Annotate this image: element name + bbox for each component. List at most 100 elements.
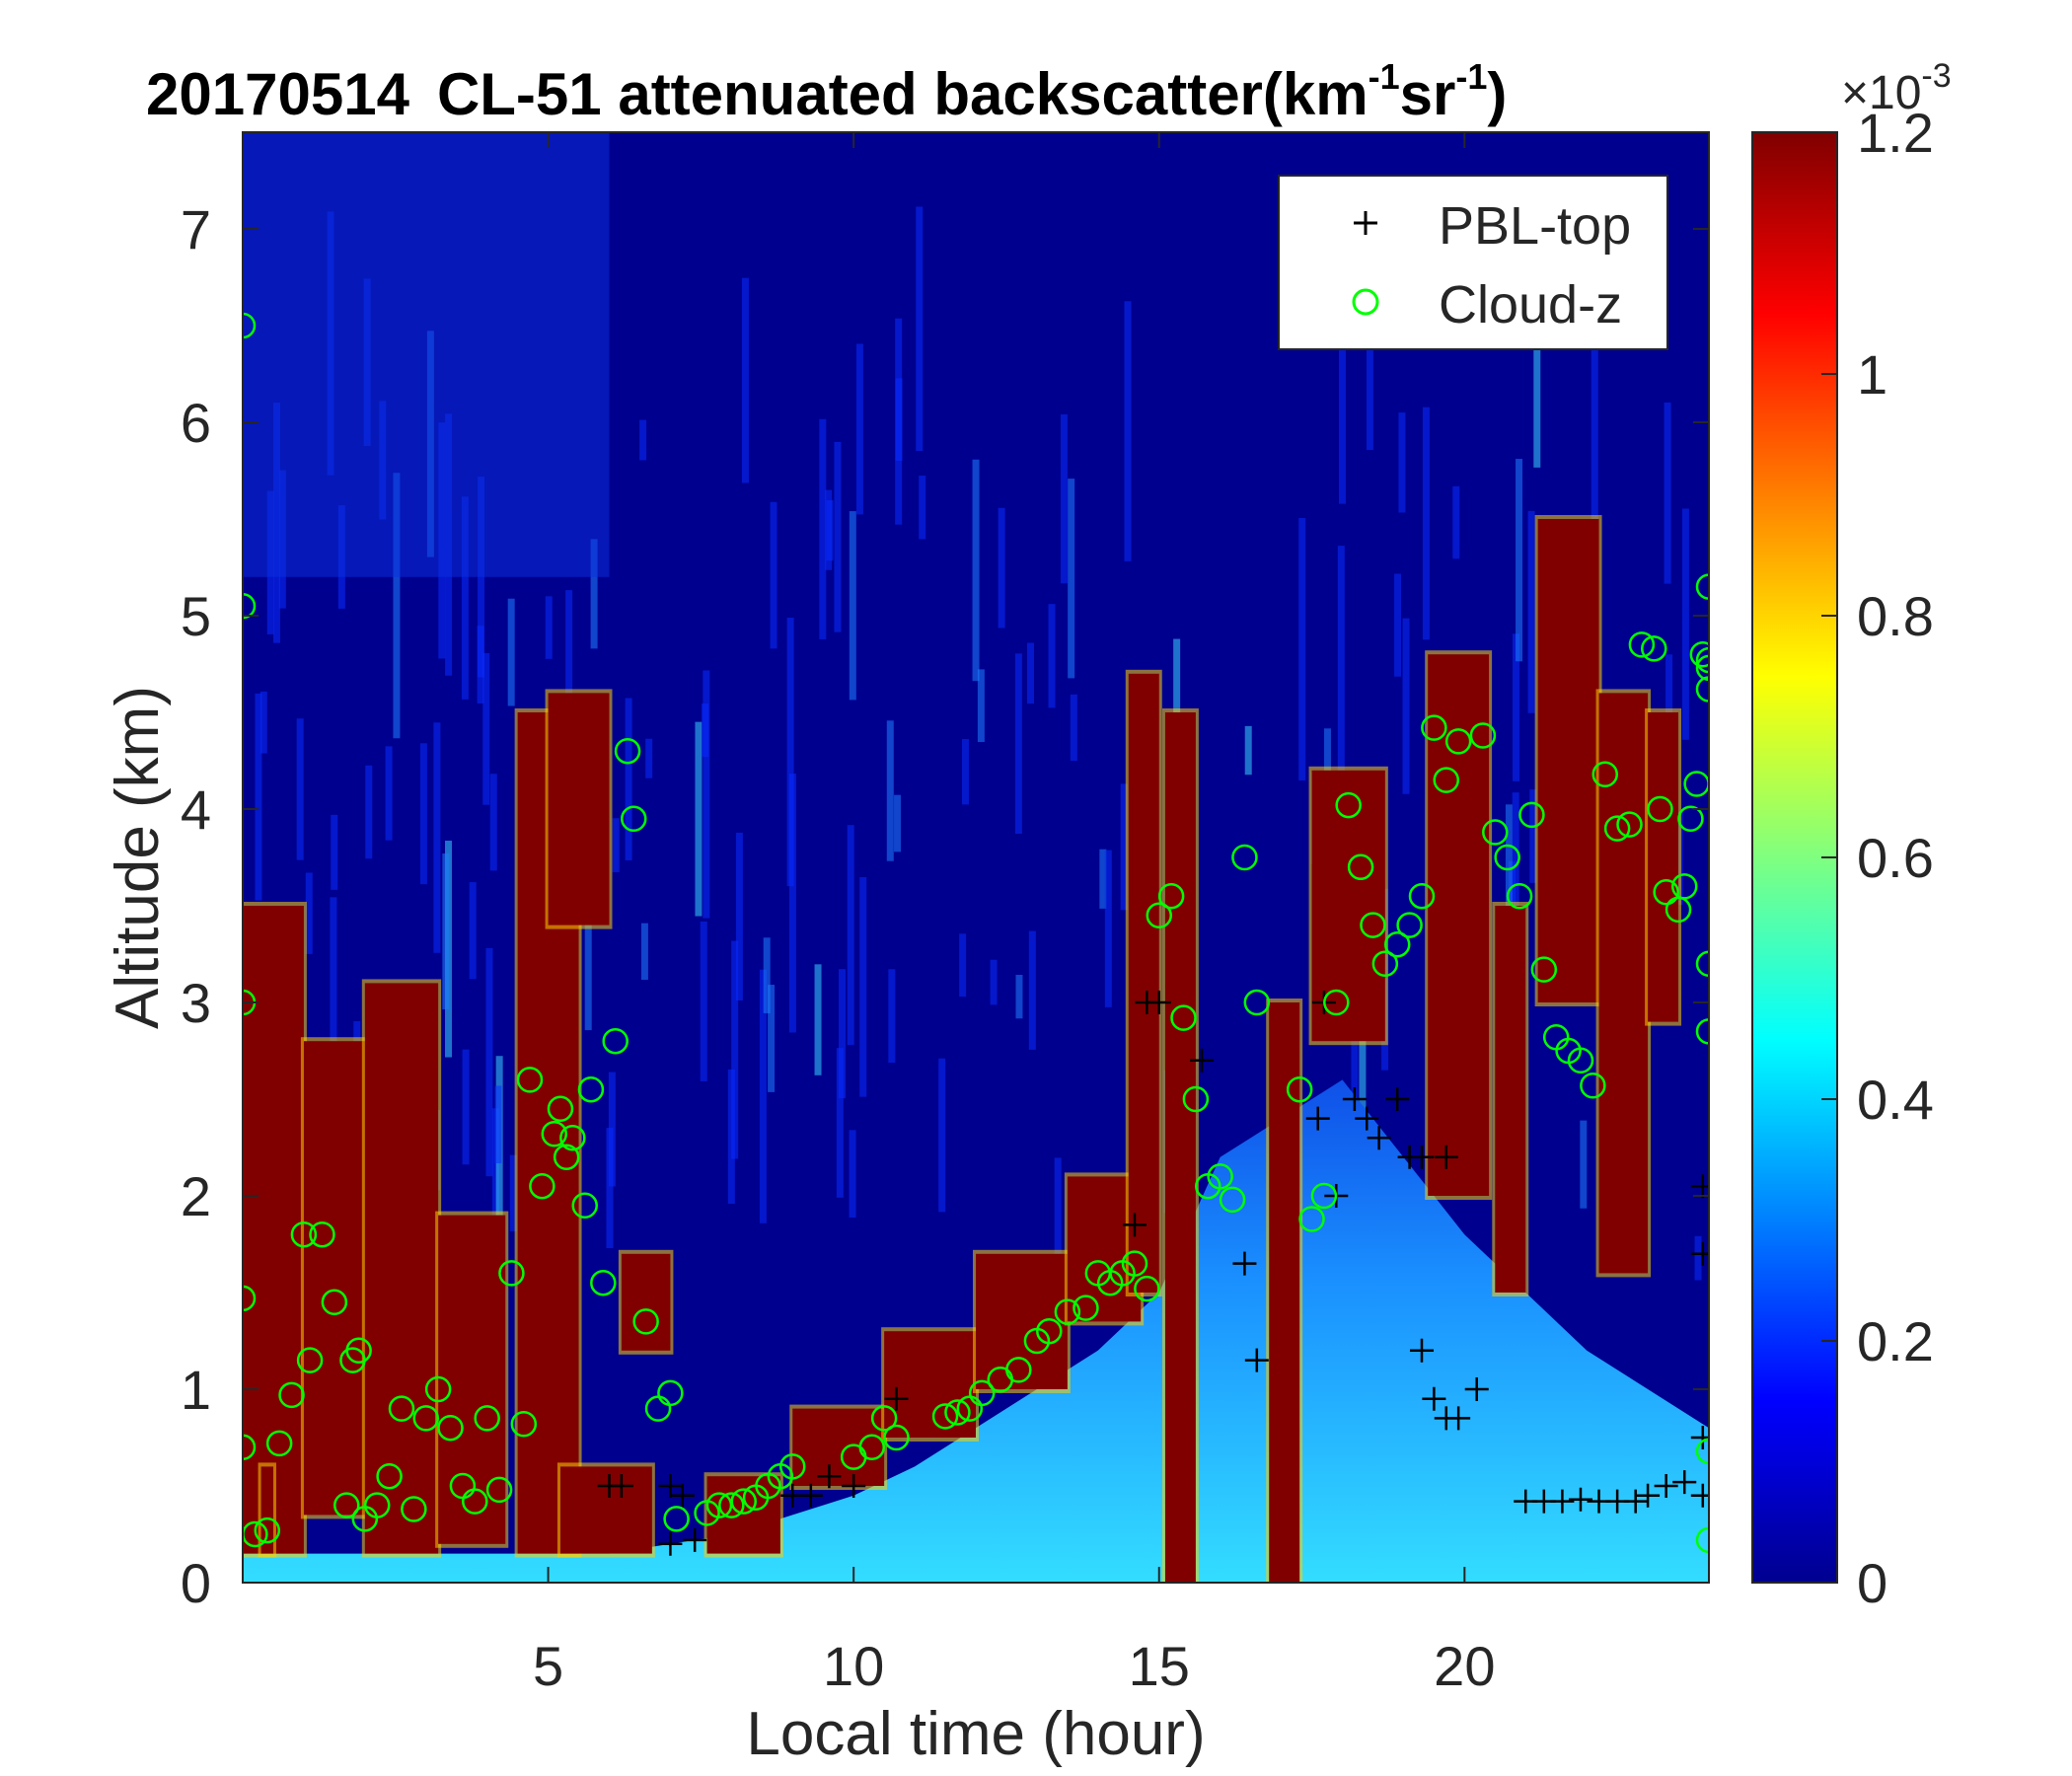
cloud-block <box>1537 519 1599 1002</box>
cloud-z-point <box>1677 805 1704 833</box>
backscatter-streak <box>494 1085 502 1164</box>
backscatter-streak <box>461 496 469 700</box>
pbl-top-point <box>1690 1241 1709 1266</box>
backscatter-streak <box>330 897 337 1050</box>
x-axis-ticks: 5 10 15 20 <box>533 132 1495 1697</box>
pbl-top-point <box>1244 1348 1269 1372</box>
pbl-top-point <box>1690 1426 1709 1449</box>
cloud-z-point <box>474 1405 500 1432</box>
cloud-z-point <box>333 1492 360 1518</box>
cloud-z-point <box>437 1414 464 1442</box>
colorbar-tick-label: 0.6 <box>1857 827 1934 889</box>
pbl-top-point <box>1623 1489 1648 1514</box>
cloud-z-point <box>1433 767 1460 793</box>
cloud-block <box>976 1253 1068 1389</box>
backscatter-streak <box>1337 546 1345 797</box>
backscatter-streak <box>1099 849 1107 909</box>
cloud-z-point <box>254 1517 281 1544</box>
pbl-top-point <box>1305 1106 1330 1131</box>
pbl-top-series <box>597 991 1709 1556</box>
cloud-z-point <box>1396 912 1423 938</box>
backscatter-streak <box>788 774 796 1033</box>
backscatter-streak <box>972 459 980 682</box>
cloud-block <box>1128 673 1159 1293</box>
backscatter-streak <box>759 969 767 1223</box>
backscatter-streak <box>961 739 969 805</box>
y-tick-label: 5 <box>181 585 211 647</box>
backscatter-streak <box>255 693 262 901</box>
backscatter-streak <box>990 959 998 1005</box>
backscatter-streak <box>331 814 338 890</box>
backscatter-streak <box>849 1130 856 1219</box>
legend-marker-cloud-z <box>1352 288 1379 316</box>
cloud-z-point <box>1054 1298 1081 1325</box>
backscatter-streak <box>1398 412 1406 513</box>
backscatter-streak <box>959 933 967 998</box>
backscatter-streak <box>1104 850 1112 1007</box>
pbl-top-point <box>1464 1377 1489 1401</box>
pbl-top-point <box>1636 1483 1661 1508</box>
cloud-z-point <box>243 592 257 620</box>
backscatter-streak <box>385 746 393 841</box>
backscatter-streak <box>1028 930 1036 1050</box>
colorbar-ticks: 0 0.2 0.4 0.6 0.8 1 1.2 <box>1821 102 1934 1614</box>
cloud-z-point <box>1207 1163 1233 1190</box>
cloud-z-point <box>290 1221 318 1248</box>
cloud-z-point <box>1469 722 1497 749</box>
pbl-top-point <box>1385 1087 1410 1111</box>
backscatter-streak <box>1054 1157 1062 1272</box>
colorbar-tick-label: 0.4 <box>1857 1069 1934 1131</box>
colorbar-tick-label: 0.8 <box>1857 585 1934 647</box>
backscatter-streak <box>938 1058 946 1213</box>
cloud-z-point <box>1670 873 1698 900</box>
cloud-z-point <box>1298 1206 1325 1232</box>
backscatter-streak <box>741 277 749 483</box>
backscatter-streak <box>606 1128 614 1249</box>
cloud-z-point <box>944 1399 971 1426</box>
cloud-block <box>303 1041 365 1516</box>
cloud-z-point <box>1530 956 1558 983</box>
cloud-z-point <box>498 1260 525 1287</box>
backscatter-streak <box>1513 633 1520 781</box>
backscatter-streak <box>1060 414 1068 584</box>
backscatter-streak <box>259 691 267 754</box>
pbl-top-point <box>1147 991 1171 1014</box>
backscatter-streak <box>565 590 573 782</box>
cloud-z-point <box>1603 815 1631 842</box>
cloud-z-point <box>510 1411 538 1438</box>
plot-border <box>242 131 1710 1584</box>
aerosol-layer <box>243 1079 1709 1583</box>
backscatter-streak <box>1124 301 1132 561</box>
backscatter-streak <box>700 921 707 1081</box>
pbl-top-point <box>670 1483 695 1508</box>
cloud-z-point <box>485 1476 513 1504</box>
backscatter-streak <box>819 418 827 639</box>
backscatter-streak <box>814 964 822 1075</box>
backscatter-streak <box>836 1048 844 1198</box>
backscatter-streak <box>639 419 647 461</box>
backscatter-streak <box>894 794 902 852</box>
cloud-z-point <box>412 1405 439 1432</box>
x-tick-label: 15 <box>1129 1635 1190 1697</box>
cloud-z-point <box>1641 635 1667 662</box>
pbl-top-point <box>884 1386 909 1411</box>
cloud-z-point <box>243 1434 257 1461</box>
cloud-z-point <box>1323 989 1350 1016</box>
backscatter-streak <box>462 1049 470 1165</box>
x-tick-label: 5 <box>533 1635 563 1697</box>
cloud-z-point <box>577 1075 605 1103</box>
cloud-z-point <box>1695 646 1709 674</box>
backscatter-streak <box>859 876 867 1097</box>
residual-layer <box>243 132 610 577</box>
cloud-block <box>884 1331 976 1438</box>
backscatter-streak <box>1512 792 1519 985</box>
cloud-z-point <box>1444 728 1472 755</box>
cloud-block <box>1428 654 1490 1196</box>
cloud-z-point <box>1360 912 1386 938</box>
cloud-z-point <box>730 1488 757 1515</box>
cloud-z-point <box>1243 989 1271 1016</box>
pbl-top-point <box>1190 1048 1215 1073</box>
pbl-top-point <box>609 1474 633 1498</box>
backscatter-streak <box>625 698 632 860</box>
backscatter-streak <box>1422 407 1430 640</box>
